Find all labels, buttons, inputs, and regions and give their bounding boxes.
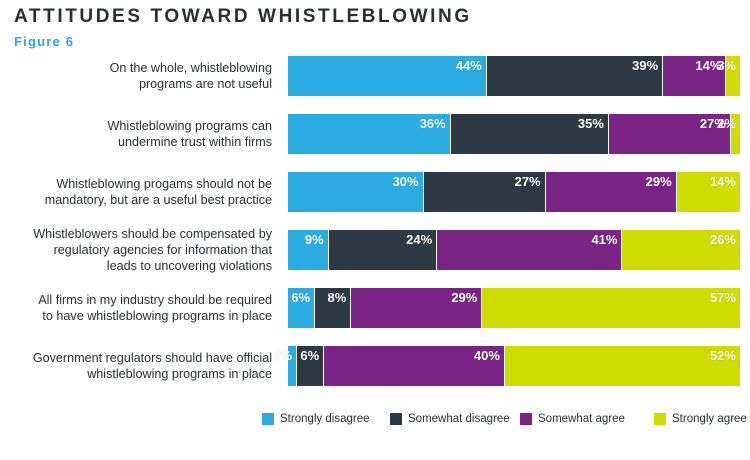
legend-item: Somewhat disagree — [390, 413, 510, 425]
bar-segment: 41% — [437, 230, 623, 270]
category-label-line: Whistleblowing progams should not be — [56, 177, 272, 191]
legend-item: Strongly agree — [654, 413, 747, 425]
figure-label: Figure 6 — [14, 34, 75, 49]
category-label: Whistleblowers should be compensated by r… — [2, 227, 272, 273]
chart-legend: Strongly disagree Somewhat disagree Somewh… — [262, 413, 748, 435]
bar-value-label: 2% — [717, 116, 736, 131]
bar-value-label: 36% — [419, 116, 446, 131]
bar-value-label: 9% — [304, 232, 324, 247]
bar-value-label: 30% — [392, 174, 419, 189]
category-label: Whistleblowing programs can undermine tru… — [2, 114, 273, 154]
bar-segment: 14% — [676, 172, 740, 212]
bar-segment: 27% — [608, 114, 731, 154]
chart-title: ATTITUDES TOWARD WHISTLEBLOWING — [14, 6, 472, 27]
bar-value-label: 27% — [514, 174, 541, 189]
bar-segment: 26% — [622, 230, 740, 270]
category-label-line: On the whole, whistleblowing — [109, 61, 272, 75]
bar-segment: 8% — [315, 288, 352, 328]
bar-value-label: 44% — [455, 58, 482, 73]
bar-segment: 44% — [288, 56, 487, 96]
category-label-text: On the whole, whistleblowing programs are… — [110, 60, 272, 92]
bar-segment: 3% — [717, 56, 740, 96]
bar-value-label: 41% — [591, 232, 618, 247]
bar-segment: 40% — [324, 346, 505, 386]
category-label: Whistleblowing progams should not be mand… — [2, 172, 272, 212]
bar-value-label: 57% — [709, 290, 736, 305]
category-label-line: All firms in my industry should be requi… — [38, 293, 272, 307]
bar-segment: 52% — [504, 346, 740, 386]
bar-segment: 2% — [273, 346, 298, 386]
bar-value-label: 2% — [273, 348, 293, 363]
category-label-line: Government regulators should have offici… — [32, 351, 272, 365]
category-label: Government regulators should have offici… — [2, 346, 272, 386]
bar-segment: 14% — [663, 56, 727, 96]
category-label-text: All firms in my industry should be requi… — [38, 292, 272, 324]
bar-segment: 57% — [482, 288, 740, 328]
bar-value-label: 6% — [300, 348, 320, 363]
category-label-line: Whistleblowing programs can — [107, 119, 273, 133]
category-label-line: Whistleblowers should be compensated by — [33, 227, 272, 241]
category-label: On the whole, whistleblowing programs are… — [2, 56, 272, 96]
bar-value-label: 6% — [291, 290, 311, 305]
bar-segment: 36% — [288, 114, 451, 154]
legend-swatch — [654, 413, 666, 425]
category-label-text: Government regulators should have offici… — [33, 350, 272, 382]
category-label-line: whistleblowing programs in place — [87, 367, 272, 381]
bar-value-label: 29% — [451, 290, 478, 305]
bar-segment: 29% — [351, 288, 483, 328]
bar-value-label: 14% — [695, 58, 722, 73]
bar-segment: 6% — [297, 346, 325, 386]
bar-value-label: 26% — [709, 232, 736, 247]
bar-value-label: 24% — [406, 232, 433, 247]
bar-segment: 6% — [288, 288, 316, 328]
legend-swatch — [262, 413, 274, 425]
category-label-text: Whistleblowers should be compensated by r… — [33, 226, 272, 274]
category-label-line: to have whistleblowing programs in place — [42, 309, 272, 323]
bar-value-label: 14% — [709, 174, 736, 189]
category-label-line: mandatory, but are a useful best practic… — [44, 193, 272, 207]
bar-value-label: 29% — [645, 174, 672, 189]
legend-item: Somewhat agree — [520, 413, 625, 425]
bar-segment: 9% — [288, 230, 329, 270]
bar-segment: 30% — [288, 172, 424, 212]
bar-segment: 39% — [486, 56, 664, 96]
bar-segment: 29% — [545, 172, 677, 212]
category-label-text: Whistleblowing progams should not be mand… — [45, 176, 272, 208]
category-label-line: regulatory agencies for information that — [53, 243, 272, 257]
legend-swatch — [520, 413, 532, 425]
bar-value-label: 8% — [327, 290, 347, 305]
bar-segment: 2% — [717, 114, 740, 154]
bar-value-label: 35% — [577, 116, 604, 131]
category-label-line: programs are not useful — [138, 77, 272, 91]
legend-label: Strongly agree — [672, 413, 747, 425]
bar-segment: 27% — [423, 172, 546, 212]
bar-segment: 35% — [450, 114, 609, 154]
legend-label: Somewhat agree — [538, 413, 625, 425]
bar-value-label: 52% — [709, 348, 736, 363]
legend-label: Strongly disagree — [280, 413, 370, 425]
category-label-line: undermine trust within firms — [118, 135, 272, 149]
bar-value-label: 40% — [473, 348, 500, 363]
legend-swatch — [390, 413, 402, 425]
category-label-line: leads to uncovering violations — [106, 259, 272, 273]
bar-value-label: 3% — [717, 58, 736, 73]
category-label: All firms in my industry should be requi… — [2, 288, 272, 328]
category-label-text: Whistleblowing programs can undermine tru… — [108, 118, 273, 150]
bar-value-label: 39% — [632, 58, 659, 73]
legend-item: Strongly disagree — [262, 413, 370, 425]
bar-segment: 24% — [328, 230, 438, 270]
bar-value-label: 27% — [699, 116, 726, 131]
legend-label: Somewhat disagree — [408, 413, 510, 425]
